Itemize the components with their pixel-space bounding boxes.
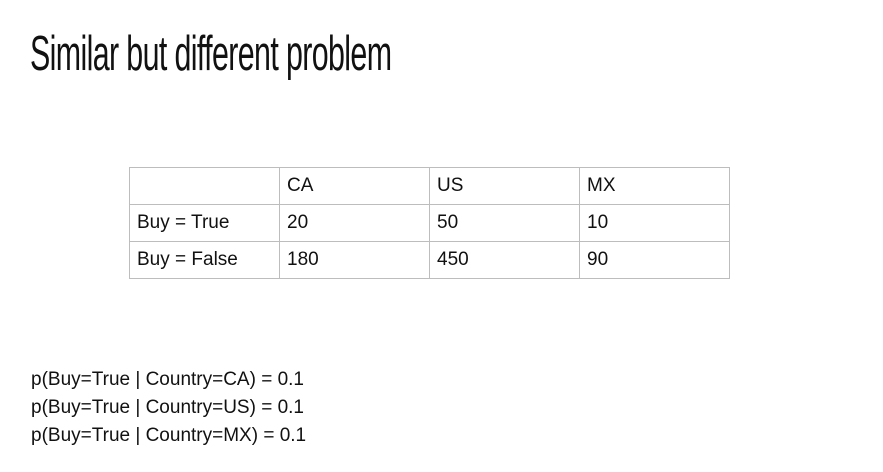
table-header-cell-ca: CA — [279, 167, 430, 205]
table-cell: 90 — [579, 241, 730, 279]
table-header-cell-mx: MX — [579, 167, 730, 205]
probability-line-ca: p(Buy=True | Country=CA) = 0.1 — [31, 369, 304, 390]
slide-title: Similar but different problem — [30, 27, 392, 81]
table-cell: 10 — [579, 204, 730, 242]
table-cell: 50 — [429, 204, 580, 242]
table-row-buy-true: Buy = True 20 50 10 — [129, 204, 730, 242]
table-cell: 180 — [279, 241, 430, 279]
table-header-cell-empty — [129, 167, 280, 205]
probability-line-mx: p(Buy=True | Country=MX) = 0.1 — [31, 425, 307, 446]
table-cell: 20 — [279, 204, 430, 242]
table-header-cell-us: US — [429, 167, 580, 205]
contingency-table: CA US MX Buy = True 20 50 10 Buy = False… — [129, 167, 730, 279]
row-label-buy-true: Buy = True — [129, 204, 280, 242]
table-header-row: CA US MX — [129, 167, 730, 205]
probability-line-us: p(Buy=True | Country=US) = 0.1 — [31, 397, 304, 418]
row-label-buy-false: Buy = False — [129, 241, 280, 279]
table-cell: 450 — [429, 241, 580, 279]
table-row-buy-false: Buy = False 180 450 90 — [129, 241, 730, 279]
probability-list: p(Buy=True | Country=CA) = 0.1 p(Buy=Tru… — [31, 366, 306, 450]
